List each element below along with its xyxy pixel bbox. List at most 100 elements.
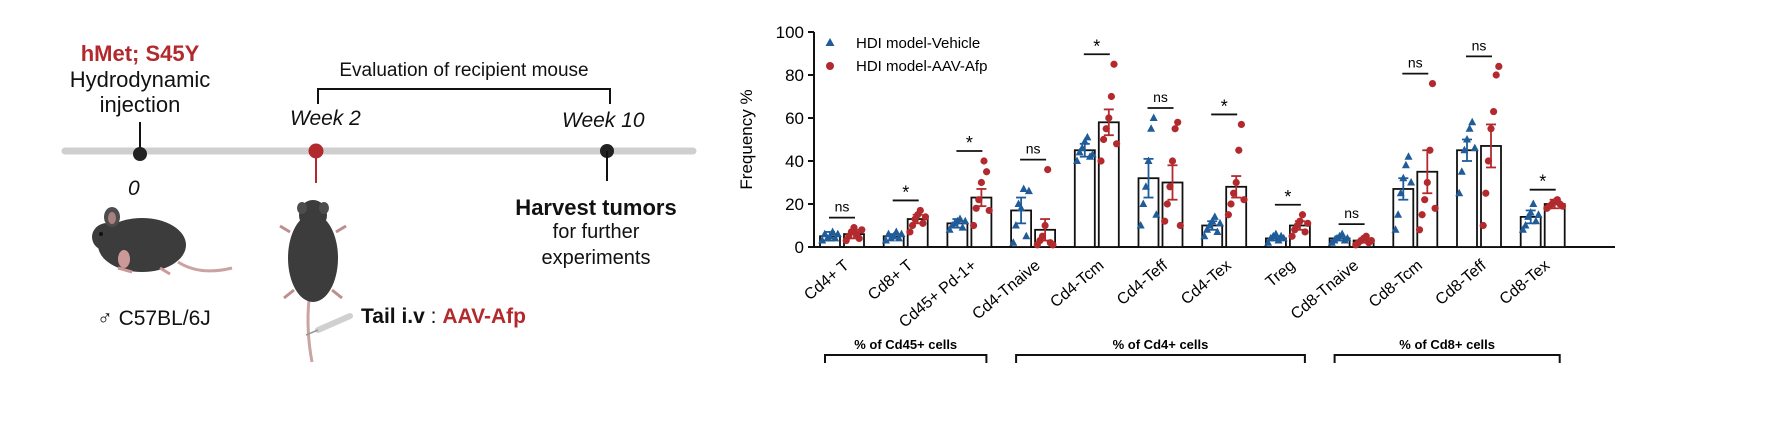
data-point: [1174, 118, 1182, 126]
category-label: Cd8-Tnaive: [1288, 257, 1362, 323]
data-point: [1213, 227, 1222, 235]
data-point: [1019, 184, 1028, 192]
data-point: [1484, 157, 1492, 165]
data-point: [1168, 157, 1177, 165]
data-point: [1149, 113, 1158, 121]
data-point: [975, 196, 983, 204]
data-point: [1558, 202, 1567, 210]
data-point: [1166, 183, 1174, 191]
week0-label: 0: [128, 177, 140, 200]
data-point: [1338, 229, 1347, 238]
category-label: Cd8-Teff: [1433, 257, 1490, 309]
data-point: [889, 231, 898, 240]
data-point: [858, 226, 866, 234]
tail-iv-text: Tail i.v: [361, 305, 425, 328]
evaluation-label: Evaluation of recipient mouse: [339, 60, 589, 81]
data-point: [1176, 221, 1184, 230]
significance-label: ns: [1344, 205, 1359, 221]
tail-iv-label: Tail i.v : AAV-Afp: [361, 305, 526, 329]
bar: [1456, 149, 1478, 248]
data-point: [1200, 231, 1209, 240]
data-point: [977, 178, 985, 187]
significance-label: ns: [1026, 141, 1041, 157]
data-point: [1075, 147, 1084, 156]
data-point: [1463, 135, 1471, 143]
data-point: [850, 224, 858, 232]
data-point: [1235, 146, 1243, 154]
data-point: [1415, 226, 1424, 234]
data-point: [1391, 225, 1400, 233]
tail-iv-virus: AAV-Afp: [442, 305, 526, 328]
data-point: [897, 229, 906, 238]
data-point: [1240, 196, 1248, 204]
y-tick-label: 80: [785, 66, 804, 85]
data-point: [1227, 200, 1235, 208]
injection-label-line2: injection: [99, 92, 181, 117]
group-label: % of Cd45+ cells: [854, 337, 957, 352]
data-point: [961, 216, 970, 225]
data-point: [1100, 135, 1108, 144]
significance-label: *: [1093, 36, 1100, 56]
y-tick-label: 0: [795, 238, 804, 257]
data-point: [1097, 157, 1105, 165]
data-point: [1460, 145, 1469, 154]
data-point: [1210, 212, 1219, 220]
data-point: [1518, 225, 1527, 233]
category-label: Cd4-Teff: [1114, 257, 1171, 309]
data-point: [1073, 156, 1081, 164]
data-point: [1490, 107, 1498, 116]
data-point: [1399, 173, 1408, 182]
data-point: [1426, 146, 1434, 154]
data-point: [972, 204, 980, 212]
data-point: [1203, 225, 1211, 233]
data-point: [906, 228, 914, 236]
data-point: [1208, 216, 1217, 225]
legend-label: HDI model-AAV-Afp: [856, 58, 987, 75]
data-point: [828, 227, 837, 235]
category-label: Cd4+ T: [801, 257, 852, 304]
timeline-graphics: [61, 88, 697, 363]
data-point: [831, 233, 840, 242]
mouse-side-icon: [92, 207, 233, 276]
legend-marker: [825, 38, 835, 46]
data-point: [1136, 221, 1145, 229]
significance-label: *: [1284, 187, 1291, 207]
data-point: [1049, 241, 1057, 249]
data-point: [1044, 166, 1052, 174]
bar: [1073, 149, 1096, 248]
data-point: [1457, 167, 1466, 175]
data-point: [1526, 208, 1535, 216]
y-tick-label: 20: [785, 195, 804, 214]
data-point: [1107, 92, 1115, 101]
category-label: Treg: [1263, 257, 1299, 291]
significance-label: *: [1221, 96, 1228, 116]
group-bracket: [1015, 354, 1306, 363]
harvest-label-line2: for further: [552, 221, 640, 243]
data-point: [1230, 189, 1238, 197]
data-point: [1521, 221, 1530, 229]
data-point: [1394, 210, 1403, 218]
data-point: [1418, 211, 1426, 219]
tail-iv-separator: :: [424, 305, 443, 328]
mouse-top-icon: [279, 200, 347, 363]
data-point: [833, 229, 842, 238]
data-point: [921, 213, 930, 221]
legend-label: HDI model-Vehicle: [856, 35, 980, 52]
data-point: [1139, 199, 1148, 207]
data-point: [1301, 228, 1309, 236]
data-point: [1080, 137, 1089, 145]
significance-label: *: [902, 182, 909, 202]
significance-label: *: [1539, 172, 1546, 192]
data-point: [1024, 186, 1033, 195]
injection-label-line1: Hydrodynamic: [69, 67, 211, 92]
y-tick-label: 60: [785, 109, 804, 128]
data-point: [945, 225, 954, 233]
data-point: [1423, 178, 1431, 187]
data-point: [985, 206, 993, 215]
data-point: [1232, 178, 1240, 187]
week10-label: Week 10: [562, 109, 645, 132]
data-point: [1421, 196, 1429, 204]
data-point: [1482, 189, 1490, 197]
y-tick-label: 100: [776, 23, 804, 42]
group-bracket: [824, 354, 988, 363]
